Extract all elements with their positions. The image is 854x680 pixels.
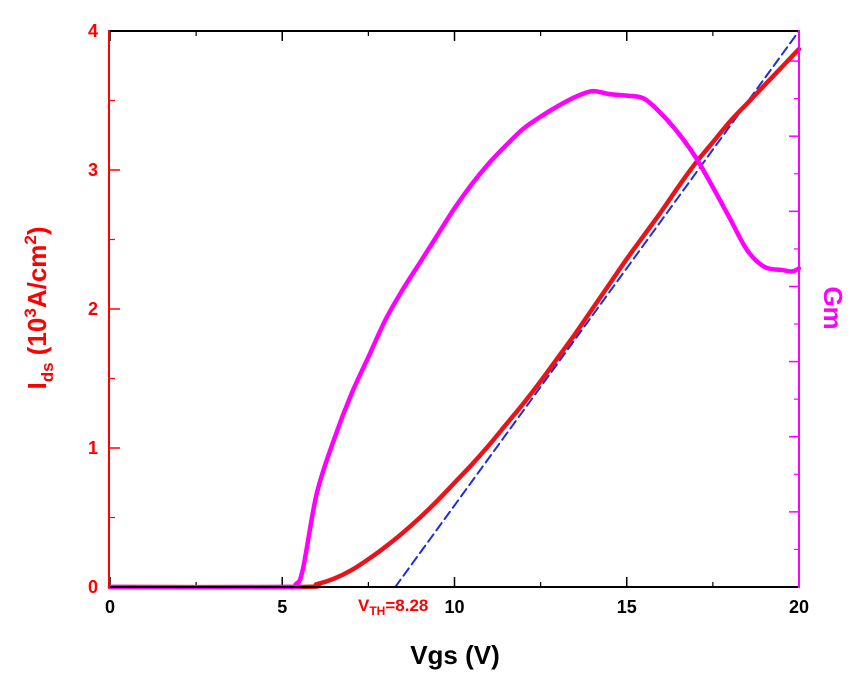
x-axis-ticks: 0 5 10 15 20 <box>105 31 809 617</box>
y-axis-left-title-sub: ds <box>38 362 57 382</box>
y-axis-right-ticks <box>789 60 799 588</box>
y-axis-left-title: Ids (103A/cm2) <box>21 226 57 389</box>
y-axis-right-title: Gm <box>818 286 848 329</box>
plot-frame-right <box>798 30 800 588</box>
ids-series-group <box>107 46 802 590</box>
x-tick-label: 15 <box>617 597 637 617</box>
x-tick-label: 20 <box>789 597 809 617</box>
y-left-tick-label: 2 <box>88 299 98 319</box>
vth-annotation-sub: TH <box>369 604 385 618</box>
x-tick-label: 0 <box>105 597 115 617</box>
vth-annotation: VTH=8.28 <box>358 596 428 618</box>
ids-series-line <box>107 46 802 590</box>
plot-frame-bottom <box>110 586 800 588</box>
vth-annotation-value: =8.28 <box>385 596 428 615</box>
y-axis-left-title-close: ) <box>22 226 52 235</box>
x-tick-label: 10 <box>444 597 464 617</box>
plot-frame-top <box>110 30 800 32</box>
y-left-tick-label: 1 <box>88 438 98 458</box>
x-tick-label: 5 <box>277 597 287 617</box>
gm-series-group <box>107 88 802 590</box>
linear-fit-series-line <box>394 30 800 588</box>
fit-line-group <box>394 30 800 588</box>
plot-frame-left <box>108 30 110 588</box>
y-left-tick-label: 3 <box>88 160 98 180</box>
y-left-tick-label: 0 <box>88 577 98 597</box>
y-left-tick-label: 4 <box>88 21 98 41</box>
y-axis-left-title-sup2: 2 <box>21 235 40 244</box>
y-axis-left-ticks: 0 1 2 3 4 <box>88 21 120 597</box>
x-axis-title: Vgs (V) <box>410 640 500 670</box>
y-axis-left-title-main: I <box>22 382 52 389</box>
y-axis-left-title-paren: (10 <box>22 318 52 363</box>
vth-annotation-main: V <box>358 596 370 615</box>
y-axis-left-title-unit: A/cm <box>22 245 52 309</box>
y-axis-left-title-sup: 3 <box>21 308 40 317</box>
gm-series-line <box>107 88 802 590</box>
